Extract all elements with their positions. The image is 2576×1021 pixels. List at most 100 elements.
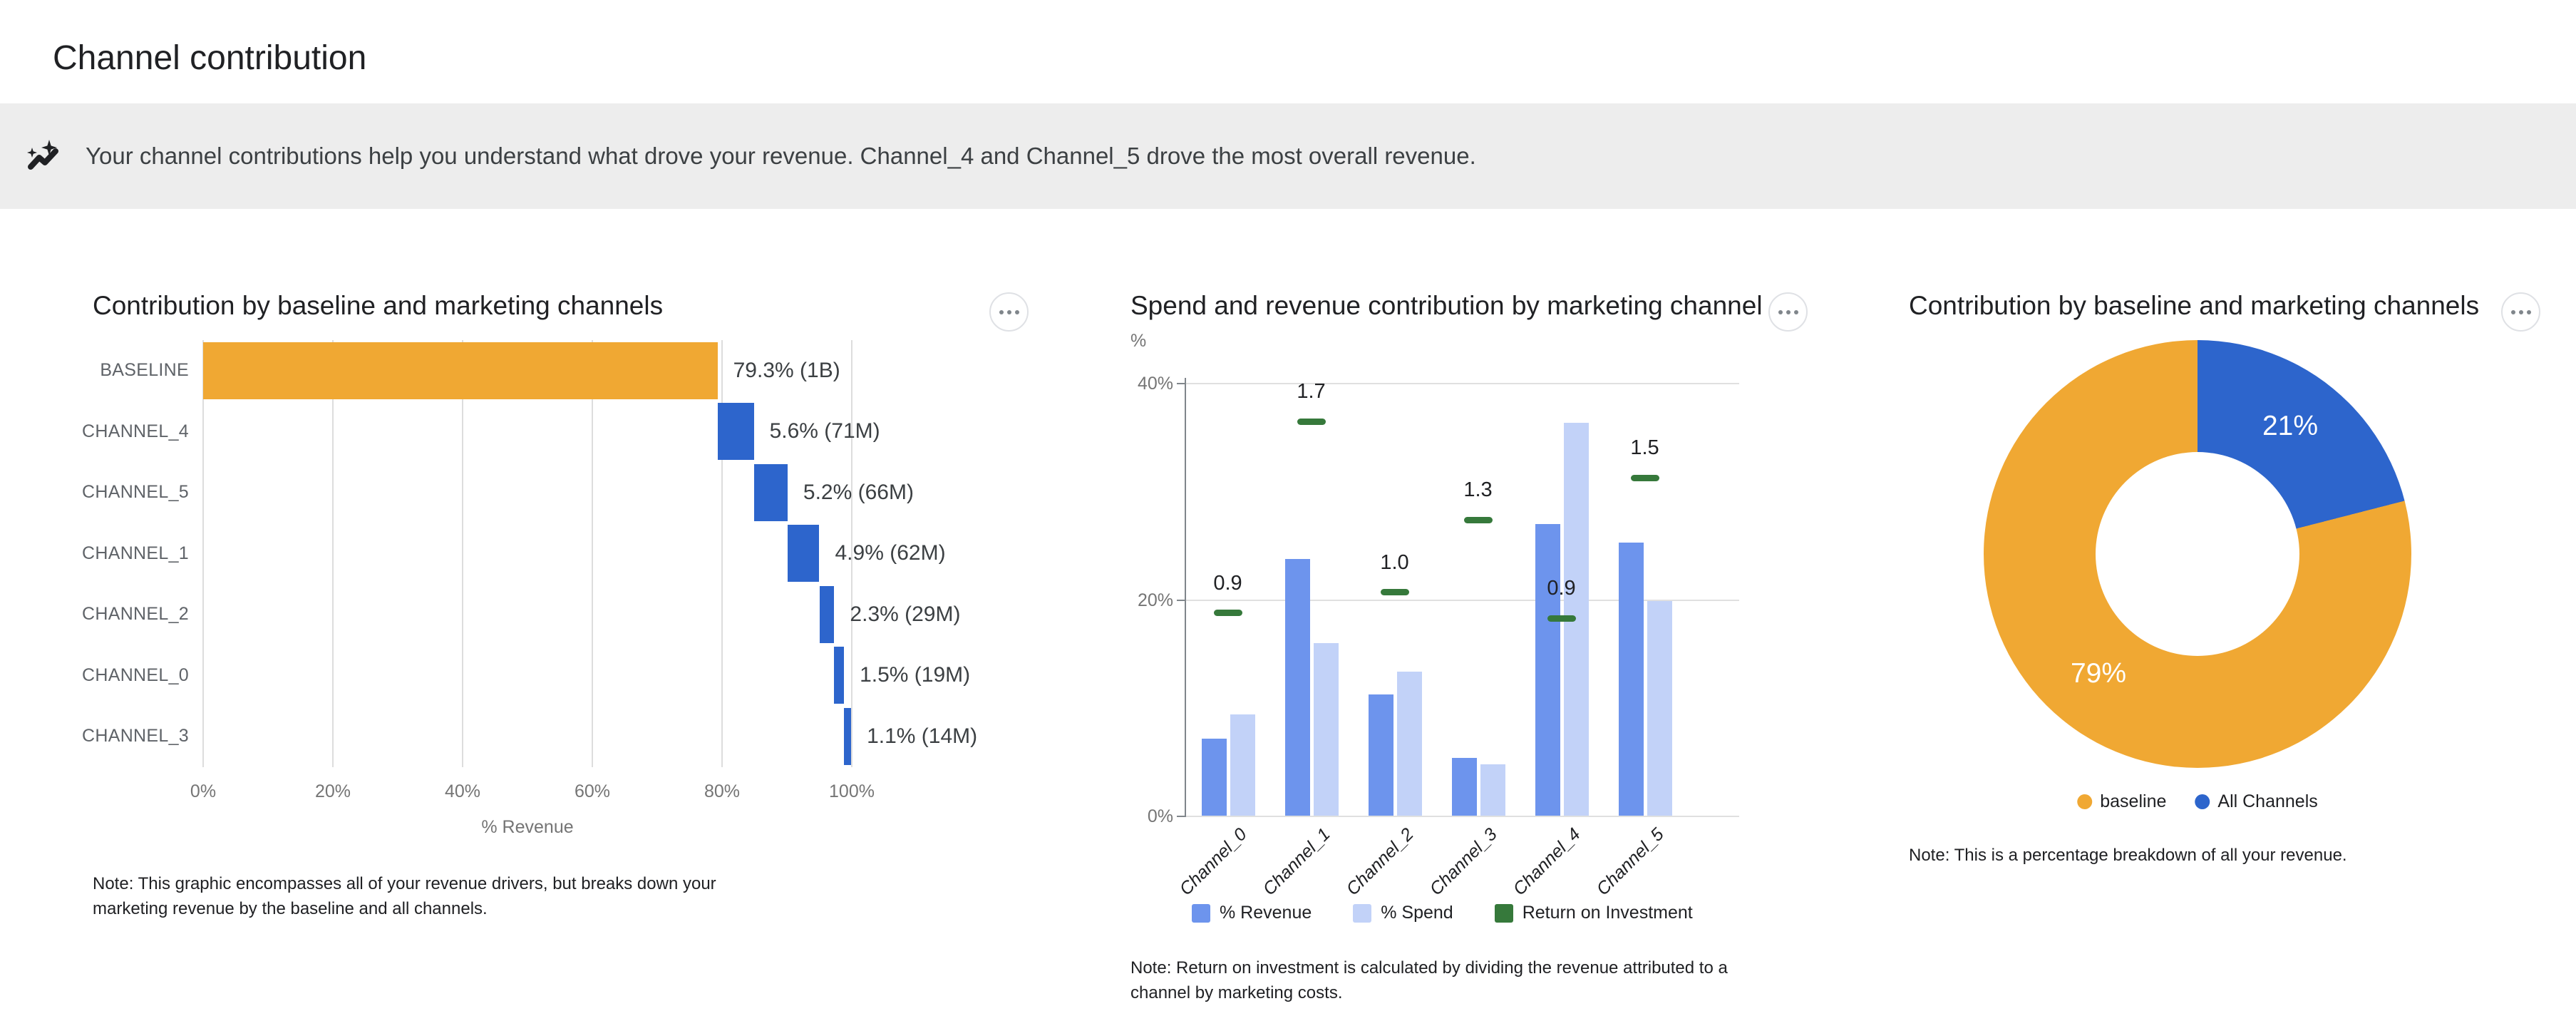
roi-marker-channel_3[interactable] bbox=[1463, 516, 1493, 523]
gridline bbox=[851, 340, 852, 767]
spend-bar-channel_2[interactable] bbox=[1397, 671, 1422, 816]
x-axis-tick-label: 20% bbox=[314, 781, 351, 801]
chart-legend: baseline All Channels bbox=[2077, 791, 2318, 812]
x-axis-tick-label: 80% bbox=[704, 781, 741, 801]
revenue-bar-channel_0[interactable] bbox=[1202, 738, 1227, 816]
revenue-bar-channel_3[interactable] bbox=[1452, 758, 1477, 816]
y-axis-tick-label: 20% bbox=[1137, 590, 1173, 610]
waterfall-bar-baseline[interactable] bbox=[203, 342, 718, 399]
spend-bar-channel_5[interactable] bbox=[1647, 601, 1672, 816]
legend-dot-icon bbox=[2195, 794, 2210, 809]
legend-label: baseline bbox=[2100, 791, 2167, 811]
category-label: BASELINE bbox=[100, 360, 189, 380]
legend-swatch-icon bbox=[1494, 903, 1513, 923]
chart-note: Note: This is a percentage breakdown of … bbox=[1909, 846, 2347, 865]
legend-label: % Spend bbox=[1381, 903, 1453, 923]
legend-item-all-channels: All Channels bbox=[2195, 791, 2318, 812]
category-label: CHANNEL_4 bbox=[82, 421, 189, 441]
roi-value-label: 1.5 bbox=[1630, 436, 1659, 460]
waterfall-bar-channel_3[interactable] bbox=[844, 707, 852, 765]
waterfall-bar-channel_5[interactable] bbox=[753, 463, 788, 521]
legend-item-return-on-investment: Return on Investment bbox=[1494, 903, 1693, 923]
legend-swatch-icon bbox=[1353, 903, 1372, 923]
gridline bbox=[202, 340, 204, 767]
bar-value-label: 1.1% (14M) bbox=[867, 724, 978, 748]
insights-icon bbox=[27, 140, 58, 170]
legend-dot-icon bbox=[2077, 794, 2093, 809]
legend-label: All Channels bbox=[2217, 791, 2318, 811]
slice-label-baseline: 79% bbox=[2070, 658, 2127, 689]
chart-menu-button[interactable] bbox=[1768, 292, 1808, 332]
gridline bbox=[1186, 599, 1739, 601]
y-axis-tick-label: 0% bbox=[1147, 806, 1173, 826]
category-label: CHANNEL_0 bbox=[82, 665, 189, 685]
legend-label: % Revenue bbox=[1220, 903, 1312, 923]
chart-title: Contribution by baseline and marketing c… bbox=[93, 291, 664, 320]
legend-label: Return on Investment bbox=[1522, 903, 1693, 923]
y-axis-tick-label: 40% bbox=[1137, 374, 1173, 394]
waterfall-bar-channel_2[interactable] bbox=[819, 585, 835, 643]
roi-marker-channel_5[interactable] bbox=[1630, 474, 1659, 481]
revenue-bar-channel_4[interactable] bbox=[1535, 524, 1560, 816]
x-axis-line bbox=[1186, 816, 1739, 817]
legend-item--spend: % Spend bbox=[1353, 903, 1453, 923]
bar-value-label: 4.9% (62M) bbox=[835, 541, 946, 565]
revenue-bar-channel_1[interactable] bbox=[1285, 558, 1310, 816]
roi-marker-channel_2[interactable] bbox=[1380, 589, 1409, 596]
y-axis-tick bbox=[1177, 599, 1186, 601]
x-axis-tick-label: 0% bbox=[190, 781, 217, 801]
donut-hole bbox=[2096, 452, 2299, 656]
gridline bbox=[592, 340, 593, 767]
waterfall-bar-channel_0[interactable] bbox=[834, 647, 845, 704]
page-title: Channel contribution bbox=[53, 39, 367, 78]
gridline bbox=[462, 340, 463, 767]
category-label: CHANNEL_5 bbox=[82, 482, 189, 502]
x-axis-tick-label: 60% bbox=[574, 781, 611, 801]
x-axis-tick-label: 100% bbox=[829, 781, 875, 801]
bar-value-label: 5.6% (71M) bbox=[769, 419, 880, 443]
waterfall-bar-channel_1[interactable] bbox=[787, 525, 820, 583]
category-label: CHANNEL_2 bbox=[82, 604, 189, 624]
y-axis-tick bbox=[1177, 816, 1186, 817]
gridline bbox=[721, 340, 723, 767]
y-axis-line bbox=[1185, 378, 1186, 816]
roi-value-label: 0.9 bbox=[1213, 571, 1242, 595]
category-label: CHANNEL_3 bbox=[82, 726, 189, 746]
roi-value-label: 1.3 bbox=[1463, 478, 1493, 502]
bar-value-label: 2.3% (29M) bbox=[850, 602, 961, 626]
chart-menu-button[interactable] bbox=[2501, 292, 2540, 332]
spend-bar-channel_3[interactable] bbox=[1480, 764, 1505, 816]
y-axis-tick bbox=[1177, 383, 1186, 384]
chart-title: Spend and revenue contribution by market… bbox=[1130, 291, 1763, 320]
roi-value-label: 0.9 bbox=[1547, 577, 1576, 600]
revenue-bar-channel_5[interactable] bbox=[1619, 543, 1644, 816]
spend-bar-channel_1[interactable] bbox=[1314, 643, 1339, 816]
revenue-bar-channel_2[interactable] bbox=[1369, 694, 1393, 816]
chart-legend: % Revenue % Spend Return on Investment bbox=[1192, 903, 1693, 923]
roi-marker-channel_0[interactable] bbox=[1213, 610, 1242, 617]
legend-item-baseline: baseline bbox=[2077, 791, 2166, 812]
more-options-icon bbox=[2510, 309, 2531, 314]
banner-text: Your channel contributions help you unde… bbox=[86, 143, 1476, 169]
x-axis-tick-label: 40% bbox=[444, 781, 481, 801]
category-label: CHANNEL_1 bbox=[82, 543, 189, 563]
waterfall-bar-channel_4[interactable] bbox=[717, 403, 754, 461]
chart-menu-button[interactable] bbox=[989, 292, 1029, 332]
bar-value-label: 79.3% (1B) bbox=[733, 358, 840, 382]
roi-marker-channel_4[interactable] bbox=[1547, 615, 1576, 622]
x-axis-title: % Revenue bbox=[481, 817, 574, 837]
gridline bbox=[1186, 383, 1739, 384]
roi-value-label: 1.0 bbox=[1380, 550, 1409, 574]
legend-swatch-icon bbox=[1192, 903, 1210, 923]
gridline bbox=[332, 340, 334, 767]
spend-bar-channel_0[interactable] bbox=[1230, 714, 1255, 816]
bar-value-label: 1.5% (19M) bbox=[860, 663, 971, 687]
roi-marker-channel_1[interactable] bbox=[1297, 418, 1326, 425]
chart-note: Note: This graphic encompasses all of yo… bbox=[93, 874, 716, 918]
